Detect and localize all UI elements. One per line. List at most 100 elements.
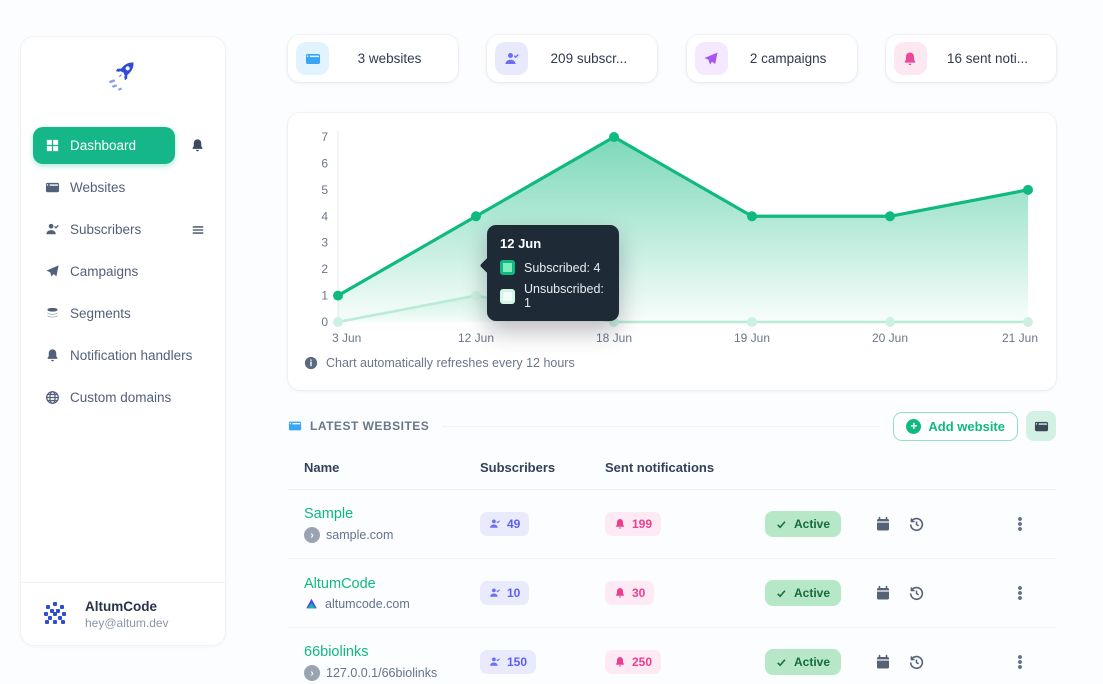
row-menu-button[interactable]: • • •	[1017, 510, 1023, 538]
sidebar-item-label: Campaigns	[70, 264, 139, 279]
svg-text:19 Jun: 19 Jun	[734, 331, 770, 345]
tooltip-unsubscribed-value: Unsubscribed: 1	[524, 282, 604, 310]
svg-text:6: 6	[321, 156, 328, 170]
websites-list-button[interactable]	[1026, 411, 1056, 441]
calendar-button[interactable]	[875, 585, 891, 602]
stat-label: 16 sent noti...	[946, 51, 1029, 66]
stat-label: 209 subscr...	[550, 51, 628, 66]
paper-plane-icon	[694, 42, 728, 75]
stat-card-campaigns[interactable]: 2 campaigns	[686, 35, 857, 82]
svg-text:2: 2	[321, 262, 328, 276]
browser-icon	[296, 42, 329, 75]
table-row: 66biolinks › 127.0.0.1/66biolinks 150 25…	[288, 628, 1056, 684]
bell-icon	[616, 519, 624, 529]
history-button[interactable]	[908, 516, 925, 533]
sidebar-item-notification-handlers[interactable]: Notification handlers	[33, 337, 204, 374]
website-link[interactable]: 66biolinks	[304, 644, 369, 660]
user-check-icon	[490, 657, 501, 666]
favicon-chevron-icon: ›	[304, 665, 320, 681]
row-menu-button[interactable]: • • •	[1017, 579, 1023, 607]
table-header-row: Name Subscribers Sent notifications	[288, 446, 1056, 490]
sidebar-item-dashboard[interactable]: Dashboard	[33, 127, 175, 164]
chart-refresh-note: Chart automatically refreshes every 12 h…	[304, 356, 1040, 370]
account-name: AltumCode	[85, 598, 157, 614]
add-website-button[interactable]: + Add website	[893, 411, 1018, 441]
sidebar-item-subscribers[interactable]: Subscribers	[33, 211, 153, 248]
user-check-icon	[495, 42, 529, 75]
svg-text:20 Jun: 20 Jun	[872, 331, 908, 345]
svg-text:0: 0	[321, 315, 328, 329]
website-link[interactable]: Sample	[304, 506, 354, 522]
row-menu-button[interactable]: • • •	[1017, 648, 1023, 676]
sidebar-item-custom-domains[interactable]: Custom domains	[33, 379, 183, 416]
stat-card-websites[interactable]: 3 websites	[288, 35, 458, 82]
dashboard-bell-icon[interactable]	[182, 138, 213, 153]
dashboard-chart-svg: 0 1 2 3 4 5 6 7 3 Jun 12 Jun 18 Jun 19 Jun 20 Jun 21 …	[321, 130, 1038, 345]
user-check-icon	[46, 223, 59, 235]
altumcode-favicon	[306, 598, 317, 609]
calendar-button[interactable]	[875, 654, 891, 671]
bell-icon	[47, 349, 58, 362]
latest-websites-header: LATEST WEBSITES + Add website	[288, 410, 1056, 442]
sidebar-item-websites[interactable]: Websites	[33, 169, 137, 206]
check-icon	[777, 589, 786, 597]
svg-text:12 Jun: 12 Jun	[458, 331, 494, 345]
calendar-button[interactable]	[875, 516, 891, 533]
avatar	[44, 602, 66, 624]
svg-text:18 Jun: 18 Jun	[596, 331, 632, 345]
website-link[interactable]: AltumCode	[304, 576, 376, 592]
website-domain: 127.0.0.1/66biolinks	[326, 666, 438, 680]
app-logo	[21, 45, 225, 107]
subscribers-badge: 10	[480, 581, 530, 605]
user-check-icon	[490, 519, 501, 528]
plus-icon: +	[906, 418, 922, 434]
globe-icon	[46, 391, 59, 404]
svg-text:1: 1	[321, 289, 328, 303]
sent-notifications-badge: 250	[605, 650, 662, 674]
sidebar-nav: Dashboard Websites	[21, 107, 225, 582]
stat-card-subscribers[interactable]: 209 subscr...	[487, 35, 658, 82]
stat-label: 2 campaigns	[749, 51, 827, 66]
account-menu[interactable]: AltumCode hey@altum.dev	[21, 582, 225, 645]
history-button[interactable]	[908, 654, 925, 671]
subscribers-menu-icon[interactable]	[183, 223, 213, 237]
grid-icon	[46, 139, 59, 152]
sidebar-item-campaigns[interactable]: Campaigns	[33, 253, 150, 290]
status-badge: Active	[765, 649, 842, 675]
history-button[interactable]	[908, 585, 925, 602]
sent-notifications-badge: 30	[605, 581, 655, 605]
section-title: LATEST WEBSITES	[310, 419, 430, 433]
table-row: AltumCode altumcode.com 10 30 Active	[288, 559, 1056, 628]
svg-text:5: 5	[321, 183, 328, 197]
browser-icon	[45, 182, 60, 193]
tooltip-subscribed-value: Subscribed: 4	[524, 260, 601, 275]
paper-plane-icon	[46, 265, 59, 277]
account-email: hey@altum.dev	[85, 615, 169, 630]
svg-text:3 Jun: 3 Jun	[332, 331, 361, 345]
subscribers-badge: 150	[480, 650, 537, 674]
col-header-sent-notifications: Sent notifications	[605, 460, 715, 475]
status-badge: Active	[765, 511, 842, 537]
rocket-icon	[109, 62, 134, 91]
browser-icon	[288, 421, 302, 431]
stat-card-sent-notifications[interactable]: 16 sent noti...	[885, 35, 1056, 82]
sidebar-item-label: Custom domains	[70, 390, 172, 405]
check-icon	[777, 658, 786, 666]
chart-tooltip: 12 Jun Subscribed: 4 Unsubscribed: 1	[487, 225, 619, 321]
svg-text:4: 4	[321, 209, 328, 223]
sidebar-item-label: Notification handlers	[70, 348, 193, 363]
table-row: Sample › sample.com 49 199 Active	[288, 490, 1056, 559]
col-header-name: Name	[304, 460, 340, 475]
svg-text:7: 7	[321, 130, 328, 144]
subscribed-swatch	[500, 260, 515, 275]
bell-icon	[616, 588, 624, 598]
website-domain: altumcode.com	[325, 597, 410, 611]
col-header-subscribers: Subscribers	[480, 460, 556, 475]
sidebar: Dashboard Websites	[20, 36, 226, 646]
stat-cards: 3 websites 209 subscr... 2 campaigns 16 …	[288, 35, 1056, 82]
svg-text:21 Jun: 21 Jun	[1002, 331, 1038, 345]
sidebar-item-segments[interactable]: Segments	[33, 295, 143, 332]
unsubscribed-swatch	[500, 288, 515, 304]
browser-icon	[1034, 421, 1048, 431]
subscribers-badge: 49	[480, 512, 530, 536]
